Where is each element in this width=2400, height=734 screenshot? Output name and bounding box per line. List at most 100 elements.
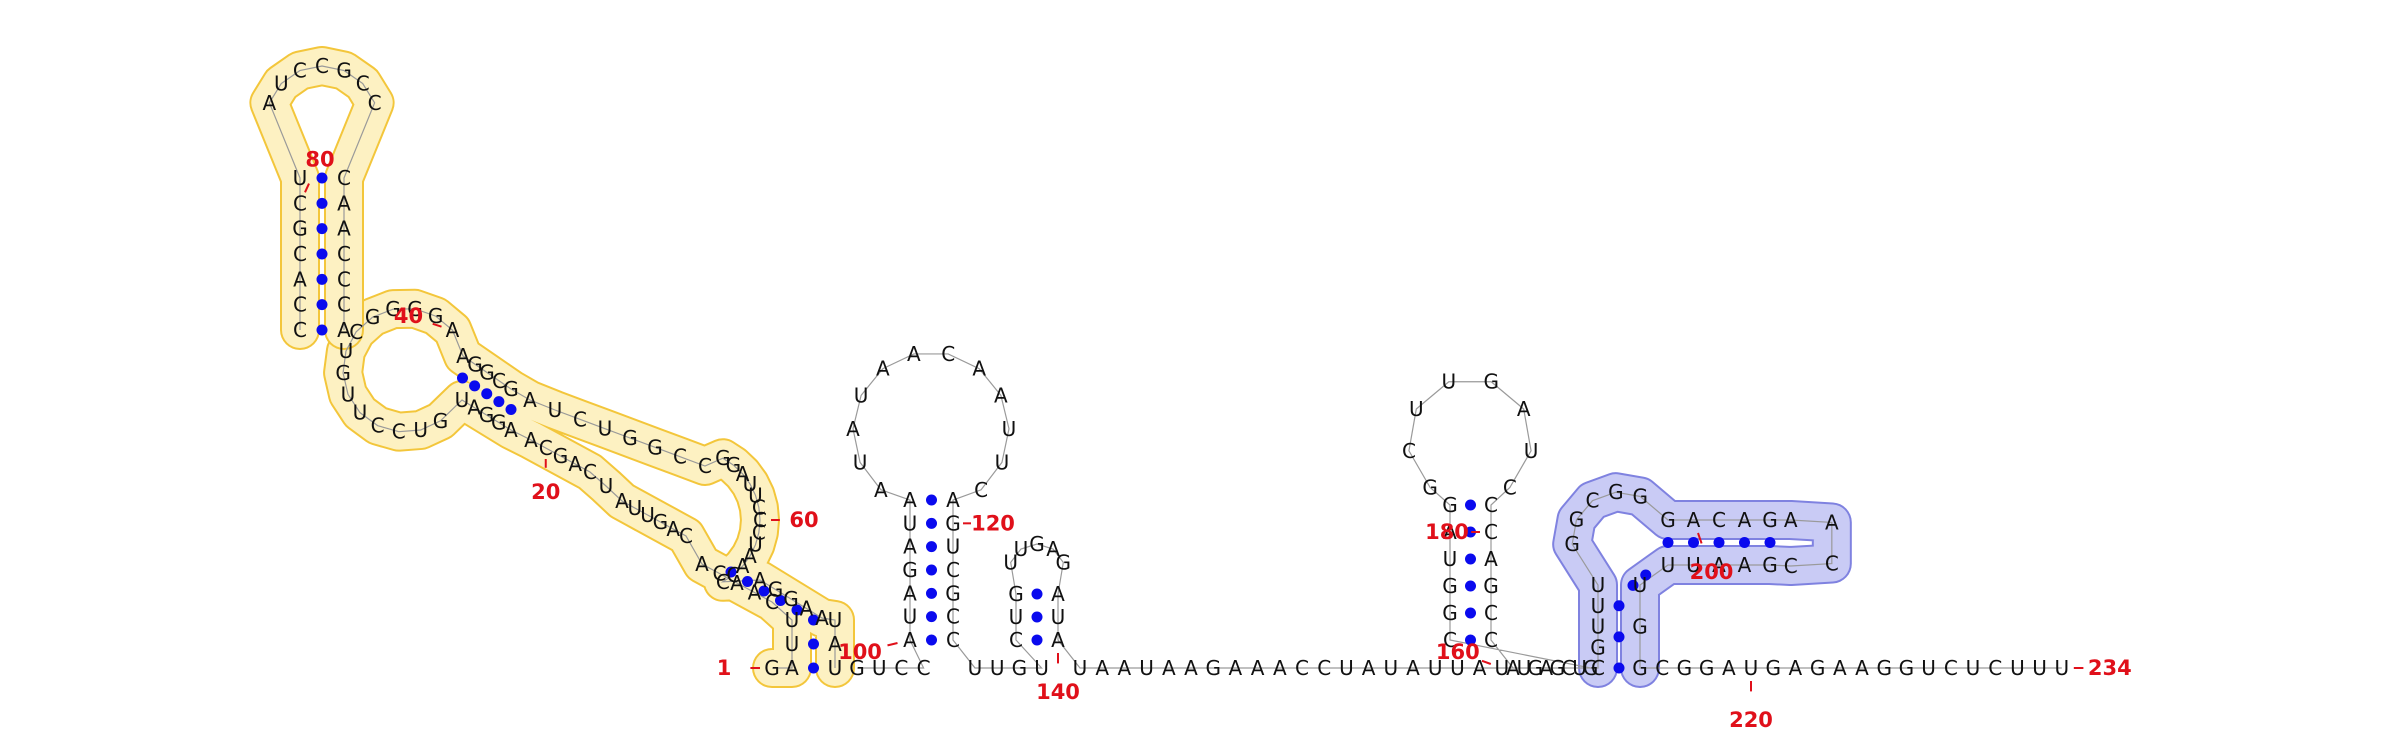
nucleotide: C [946,558,960,582]
nucleotide: C [1561,656,1575,680]
nucleotide: C [1484,601,1498,625]
position-tick [1697,532,1703,544]
nucleotide: U [1661,553,1676,577]
nucleotide: A [907,342,921,366]
nucleotide: A [1484,547,1498,571]
nucleotide: C [337,267,351,291]
position-tick [887,642,898,647]
nucleotide: U [748,533,763,557]
nucleotide: U [828,656,843,680]
nucleotide: G [1762,553,1778,577]
nucleotide: G [553,444,569,468]
nucleotide: A [467,396,481,420]
nucleotide: C [337,293,351,317]
nucleotide: U [353,401,368,425]
nucleotide: A [1789,656,1803,680]
nucleotide: C [371,414,385,438]
nucleotide: A [994,383,1008,407]
nucleotide: A [1539,656,1553,680]
nucleotide: A [736,554,750,578]
nucleotide: C [752,521,766,545]
nucleotide: C [894,656,908,680]
nucleotide: A [972,357,986,381]
nucleotide: G [902,558,918,582]
nucleotide: C [337,242,351,266]
nucleotide: C [293,59,307,83]
base-pair-dot [1613,631,1625,643]
nucleotide: U [1591,573,1606,597]
nucleotide: C [726,563,740,587]
nucleotide: C [917,656,931,680]
base-pairs [316,172,1776,674]
nucleotide: A [1273,656,1287,680]
nucleotide: A [1687,508,1701,532]
base-pair-dot [1662,537,1674,548]
nucleotide: U [1409,397,1424,421]
nucleotide: G [1012,656,1028,680]
base-pair-dot [791,604,803,616]
nucleotide: G [1876,656,1892,680]
nucleotide: A [1162,656,1176,680]
nucleotide: C [293,318,307,342]
nucleotide: A [695,552,709,576]
base-pair-dot [493,396,505,408]
nucleotide: C [1484,493,1498,517]
nucleotide: U [990,656,1005,680]
nucleotide: C [1585,489,1599,513]
base-pair-dot [926,634,937,646]
nucleotide: G [1483,574,1499,598]
nucleotide: U [1383,656,1398,680]
nucleotide: G [764,656,780,680]
nucleotide: G [1205,656,1221,680]
nucleotide: U [1339,656,1354,680]
nucleotide: G [467,352,483,376]
nucleotide: A [903,535,917,559]
nucleotide: A [615,489,629,513]
nucleotide: U [548,398,563,422]
nucleotide: C [293,293,307,317]
nucleotide: C [392,420,406,444]
nucleotide: A [1443,520,1457,544]
backbone-segment [852,353,2062,669]
base-pair-dot [926,494,937,506]
base-pair-dot [926,517,937,529]
nucleotide: A [748,581,762,605]
nucleotide: U [872,656,887,680]
nucleotide: G [1590,635,1606,659]
nucleotide: A [1722,656,1736,680]
base-pair-dot [1465,553,1476,565]
nucleotide: G [491,411,507,435]
nucleotide: C [1009,628,1023,652]
nucleotide: A [293,267,307,291]
nucleotide: U [1009,605,1024,629]
nucleotide: U [1002,417,1017,441]
nucleotide: C [752,495,766,519]
position-label: 220 [1729,708,1773,732]
base-pair-dot [316,324,328,336]
nucleotide: C [698,454,712,478]
nucleotide: C [1591,656,1605,680]
nucleotide: G [433,409,449,433]
nucleotide: G [479,361,495,385]
nucleotide: A [1825,510,1839,534]
nucleotide: A [1251,656,1265,680]
nucleotide: U [341,382,356,406]
nucleotide: U [1591,594,1606,618]
nucleotide: A [1051,628,1065,652]
nucleotide: G [1632,615,1648,639]
nucleotide: G [1810,656,1826,680]
nucleotide: C [1317,656,1331,680]
nucleotide: A [1362,656,1376,680]
nucleotide: A [1833,656,1847,680]
nucleotide: G [768,578,784,602]
base-pair-dot [316,197,328,209]
nucleotide: A [337,191,351,215]
nucleotide: A [263,91,277,115]
nucleotide: U [1633,573,1648,597]
base-pair-dot [1764,537,1776,548]
nucleotide: C [583,460,597,484]
base-pair-dot [808,614,819,626]
nucleotide: G [1633,484,1649,508]
nucleotide: G [1762,508,1778,532]
